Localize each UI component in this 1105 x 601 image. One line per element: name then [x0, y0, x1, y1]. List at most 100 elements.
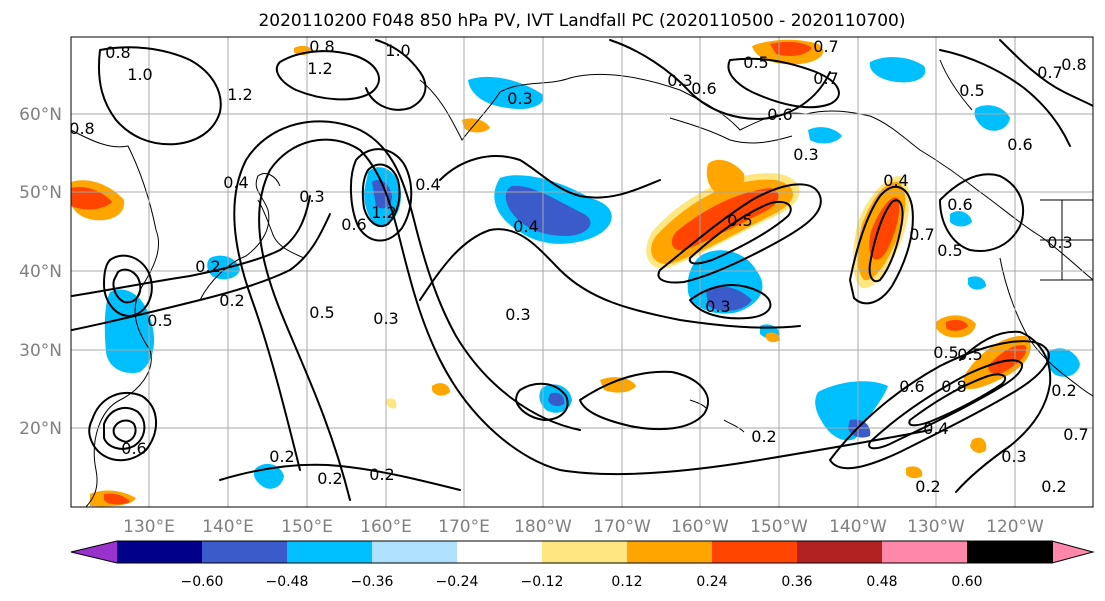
- negative-anomaly-core: [505, 185, 591, 236]
- contour-label: 0.6: [899, 377, 924, 396]
- colorbar-segment: [117, 541, 203, 563]
- colorbar-tick-label: −0.36: [351, 574, 394, 590]
- positive-anomaly-region: [906, 466, 923, 479]
- colorbar-segment: [627, 541, 713, 563]
- pv-contour: [275, 50, 380, 101]
- pv-contour: [908, 373, 1007, 427]
- lon-label: 170°E: [438, 517, 490, 537]
- longitude-labels: 130°E 140°E 150°E 160°E 170°E 180°W 170°…: [123, 517, 1044, 537]
- pv-contour: [258, 138, 931, 501]
- lon-label: 180°W: [514, 517, 572, 537]
- colorbar-segment: [712, 541, 798, 563]
- positive-anomaly-region: [766, 332, 780, 343]
- contour-label: 0.2: [219, 291, 244, 310]
- positive-anomaly-core: [946, 319, 968, 331]
- contour-label: 0.8: [941, 377, 966, 396]
- lon-label: 140°E: [202, 517, 254, 537]
- pv-contour: [829, 340, 1050, 470]
- colorbar-segment: [287, 541, 373, 563]
- contour-label: 0.4: [415, 175, 440, 194]
- colorbar-tick-label: −0.60: [181, 574, 224, 590]
- positive-anomaly-region: [432, 383, 450, 396]
- shaded-anomaly-layer: [71, 39, 1080, 507]
- negative-anomaly-region: [950, 211, 972, 227]
- contour-label: 1.0: [127, 65, 152, 84]
- contour-label: 0.2: [195, 257, 220, 276]
- contour-label: 0.4: [883, 171, 908, 190]
- contour-label: 0.4: [923, 419, 948, 438]
- contour-label: 0.5: [147, 311, 172, 330]
- pv-contour: [939, 173, 1025, 252]
- pv-contour: [233, 120, 581, 471]
- negative-anomaly-region: [974, 105, 1010, 131]
- pv-contour: [849, 185, 914, 305]
- positive-anomaly-region: [706, 159, 745, 196]
- colorbar-tick-label: 0.36: [781, 574, 812, 590]
- contour-label: 1.2: [227, 85, 252, 104]
- contour-label: 0.8: [69, 119, 94, 138]
- contour-label: 0.8: [309, 37, 334, 56]
- colorbar-segment: [372, 541, 458, 563]
- lon-label: 160°W: [671, 517, 729, 537]
- colorbar-segment: [797, 541, 883, 563]
- pv-contour: [955, 330, 1052, 493]
- pv-contour: [219, 463, 461, 491]
- pv-contour: [349, 148, 413, 242]
- contour-label: 0.8: [1061, 55, 1086, 74]
- negative-anomaly-core: [706, 286, 752, 311]
- contour-label: 0.2: [1041, 477, 1066, 496]
- positive-anomaly-core: [770, 41, 812, 56]
- colorbar: −0.60 −0.48 −0.36 −0.24 −0.12 0.12 0.24 …: [70, 540, 1095, 590]
- colorbar-tick-label: −0.12: [521, 574, 564, 590]
- pv-contour: [103, 254, 153, 317]
- lat-label: 40°N: [19, 262, 62, 282]
- colorbar-segment: [882, 541, 968, 563]
- contour-label: 0.2: [1051, 381, 1076, 400]
- contour-label: 1.0: [385, 41, 410, 60]
- positive-anomaly-core: [71, 186, 112, 210]
- positive-anomaly-region: [462, 118, 490, 133]
- lon-label: 130°W: [907, 517, 965, 537]
- map-frame: [70, 36, 1094, 508]
- colorbar-segment: [202, 541, 288, 563]
- contour-label: 0.5: [743, 53, 768, 72]
- contour-label: 0.3: [793, 145, 818, 164]
- contour-label: 0.5: [933, 343, 958, 362]
- pv-contour: [365, 39, 427, 111]
- pv-contour: [868, 199, 904, 283]
- lon-label: 160°E: [360, 517, 412, 537]
- positive-anomaly-core: [869, 197, 900, 260]
- contour-label: 0.3: [373, 309, 398, 328]
- map-title: 2020110200 F048 850 hPa PV, IVT Landfall…: [258, 11, 905, 31]
- contour-label: 0.7: [909, 225, 934, 244]
- pv-contour: [112, 268, 142, 304]
- lon-label: 140°W: [829, 517, 887, 537]
- colorbar-tick-label: 0.12: [611, 574, 642, 590]
- lat-label: 60°N: [19, 105, 62, 125]
- pv-contour-layer: [71, 39, 1093, 501]
- contour-label: 1.2: [371, 203, 396, 222]
- coastline: [939, 59, 973, 111]
- pv-contour: [419, 228, 801, 329]
- contour-label: 0.3: [299, 187, 324, 206]
- negative-anomaly-core: [372, 179, 392, 209]
- lon-label: 120°W: [986, 517, 1044, 537]
- contour-label: 0.2: [915, 477, 940, 496]
- colorbar-low-extension: [71, 541, 117, 563]
- colorbar-segment: [457, 541, 543, 563]
- contour-label: 0.7: [813, 69, 838, 88]
- pv-contour: [689, 284, 772, 320]
- coastline: [71, 129, 160, 507]
- lon-label: 130°E: [123, 517, 175, 537]
- contour-label: 0.6: [691, 79, 716, 98]
- coastline: [669, 117, 793, 144]
- pv-contour: [88, 392, 158, 462]
- contour-label: 1.2: [307, 59, 332, 78]
- pv-contour: [609, 39, 831, 120]
- contour-label: 0.7: [813, 37, 838, 56]
- contour-label: 0.8: [105, 43, 130, 62]
- lon-label: 170°W: [593, 517, 651, 537]
- pv-contour: [112, 419, 137, 443]
- negative-anomaly-region: [968, 276, 986, 290]
